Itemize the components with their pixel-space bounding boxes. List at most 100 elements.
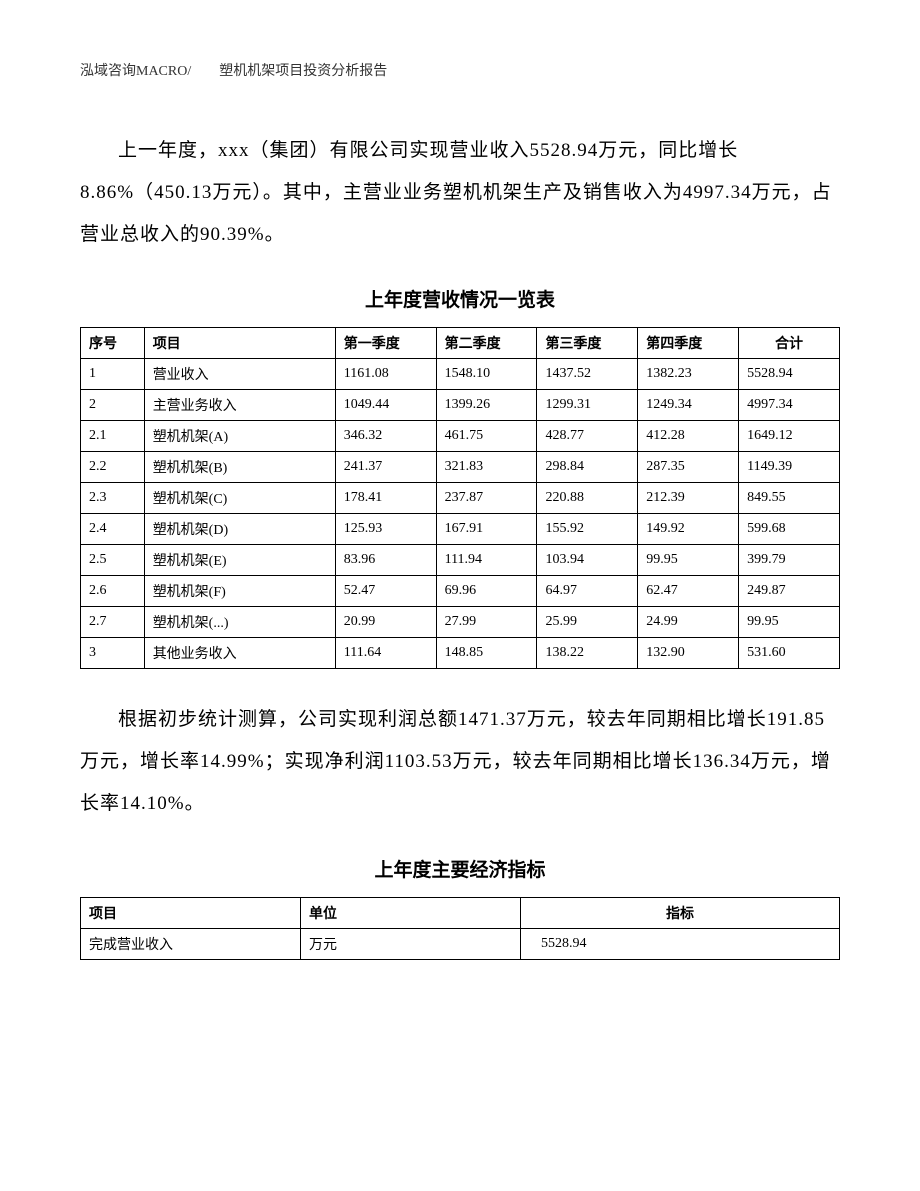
header-total: 合计 — [739, 328, 840, 359]
table-cell: 27.99 — [436, 607, 537, 638]
table2-title: 上年度主要经济指标 — [80, 855, 840, 882]
header-item: 项目 — [81, 897, 301, 928]
table-cell: 1049.44 — [335, 390, 436, 421]
table-row: 2主营业务收入1049.441399.261299.311249.344997.… — [81, 390, 840, 421]
table-cell: 2 — [81, 390, 145, 421]
table-cell: 2.1 — [81, 421, 145, 452]
table-cell: 塑机机架(F) — [144, 576, 335, 607]
table-cell: 2.4 — [81, 514, 145, 545]
table-cell: 20.99 — [335, 607, 436, 638]
table-cell: 4997.34 — [739, 390, 840, 421]
table-cell: 1649.12 — [739, 421, 840, 452]
table-cell: 321.83 — [436, 452, 537, 483]
table-row: 2.4塑机机架(D)125.93167.91155.92149.92599.68 — [81, 514, 840, 545]
table-cell: 主营业务收入 — [144, 390, 335, 421]
header-q2: 第二季度 — [436, 328, 537, 359]
table-cell: 399.79 — [739, 545, 840, 576]
header-seq: 序号 — [81, 328, 145, 359]
page-header: 泓域咨询MACRO/ 塑机机架项目投资分析报告 — [80, 60, 840, 80]
table-cell: 万元 — [301, 928, 521, 959]
table-cell: 2.6 — [81, 576, 145, 607]
table-row: 2.6塑机机架(F)52.4769.9664.9762.47249.87 — [81, 576, 840, 607]
table-cell: 1399.26 — [436, 390, 537, 421]
revenue-table: 序号 项目 第一季度 第二季度 第三季度 第四季度 合计 1营业收入1161.0… — [80, 327, 840, 669]
table-row: 2.2塑机机架(B)241.37321.83298.84287.351149.3… — [81, 452, 840, 483]
table-cell: 346.32 — [335, 421, 436, 452]
table-cell: 塑机机架(D) — [144, 514, 335, 545]
table1-title: 上年度营收情况一览表 — [80, 285, 840, 312]
table-cell: 599.68 — [739, 514, 840, 545]
table-cell: 149.92 — [638, 514, 739, 545]
table-cell: 2.3 — [81, 483, 145, 514]
table-row: 2.5塑机机架(E)83.96111.94103.9499.95399.79 — [81, 545, 840, 576]
table-cell: 1437.52 — [537, 359, 638, 390]
table-cell: 2.7 — [81, 607, 145, 638]
table-cell: 287.35 — [638, 452, 739, 483]
table-cell: 237.87 — [436, 483, 537, 514]
table-cell: 111.64 — [335, 638, 436, 669]
table-cell: 24.99 — [638, 607, 739, 638]
table-cell: 428.77 — [537, 421, 638, 452]
table-cell: 111.94 — [436, 545, 537, 576]
table-cell: 1149.39 — [739, 452, 840, 483]
table-cell: 249.87 — [739, 576, 840, 607]
header-indicator: 指标 — [521, 897, 840, 928]
table-cell: 2.2 — [81, 452, 145, 483]
table-header-row: 项目 单位 指标 — [81, 897, 840, 928]
table-cell: 1382.23 — [638, 359, 739, 390]
table-cell: 220.88 — [537, 483, 638, 514]
table-row: 2.1塑机机架(A)346.32461.75428.77412.281649.1… — [81, 421, 840, 452]
table-cell: 1 — [81, 359, 145, 390]
table-cell: 塑机机架(A) — [144, 421, 335, 452]
table-cell: 52.47 — [335, 576, 436, 607]
header-q3: 第三季度 — [537, 328, 638, 359]
table-cell: 849.55 — [739, 483, 840, 514]
table-cell: 99.95 — [739, 607, 840, 638]
table-cell: 212.39 — [638, 483, 739, 514]
table-cell: 69.96 — [436, 576, 537, 607]
table-cell: 103.94 — [537, 545, 638, 576]
indicator-table: 项目 单位 指标 完成营业收入万元5528.94 — [80, 897, 840, 960]
table-cell: 64.97 — [537, 576, 638, 607]
table-cell: 塑机机架(E) — [144, 545, 335, 576]
table-row: 2.3塑机机架(C)178.41237.87220.88212.39849.55 — [81, 483, 840, 514]
table-cell: 完成营业收入 — [81, 928, 301, 959]
table-cell: 461.75 — [436, 421, 537, 452]
table-cell: 塑机机架(C) — [144, 483, 335, 514]
table-cell: 塑机机架(...) — [144, 607, 335, 638]
table-cell: 298.84 — [537, 452, 638, 483]
table-row: 1营业收入1161.081548.101437.521382.235528.94 — [81, 359, 840, 390]
table-cell: 1161.08 — [335, 359, 436, 390]
header-item: 项目 — [144, 328, 335, 359]
table-cell: 167.91 — [436, 514, 537, 545]
table-cell: 155.92 — [537, 514, 638, 545]
table-cell: 塑机机架(B) — [144, 452, 335, 483]
table-cell: 531.60 — [739, 638, 840, 669]
table-cell: 412.28 — [638, 421, 739, 452]
table-cell: 3 — [81, 638, 145, 669]
table-cell: 132.90 — [638, 638, 739, 669]
table-cell: 1249.34 — [638, 390, 739, 421]
table-cell: 2.5 — [81, 545, 145, 576]
table-cell: 99.95 — [638, 545, 739, 576]
table-cell: 25.99 — [537, 607, 638, 638]
table-row: 完成营业收入万元5528.94 — [81, 928, 840, 959]
table-cell: 其他业务收入 — [144, 638, 335, 669]
table-cell: 83.96 — [335, 545, 436, 576]
table-cell: 148.85 — [436, 638, 537, 669]
header-q4: 第四季度 — [638, 328, 739, 359]
table-cell: 138.22 — [537, 638, 638, 669]
header-q1: 第一季度 — [335, 328, 436, 359]
paragraph-2: 根据初步统计测算，公司实现利润总额1471.37万元，较去年同期相比增长191.… — [80, 699, 840, 824]
table-cell: 62.47 — [638, 576, 739, 607]
table-cell: 125.93 — [335, 514, 436, 545]
table-cell: 5528.94 — [739, 359, 840, 390]
table-cell: 1299.31 — [537, 390, 638, 421]
table-row: 3其他业务收入111.64148.85138.22132.90531.60 — [81, 638, 840, 669]
table-cell: 241.37 — [335, 452, 436, 483]
header-unit: 单位 — [301, 897, 521, 928]
table-row: 2.7塑机机架(...)20.9927.9925.9924.9999.95 — [81, 607, 840, 638]
table-cell: 178.41 — [335, 483, 436, 514]
table-header-row: 序号 项目 第一季度 第二季度 第三季度 第四季度 合计 — [81, 328, 840, 359]
table-cell: 5528.94 — [521, 928, 840, 959]
